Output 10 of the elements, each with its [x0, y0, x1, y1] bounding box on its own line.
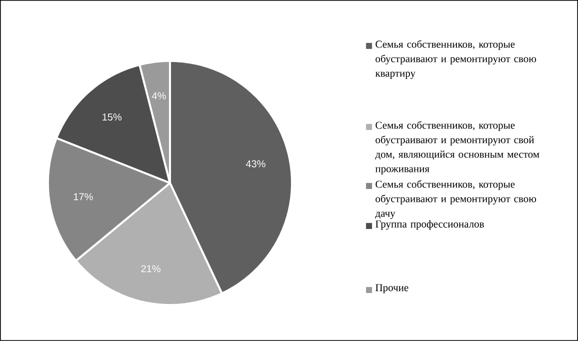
data-label: 21%: [141, 265, 160, 272]
legend-label: Прочие: [376, 284, 408, 294]
legend-label: Семья собственников, которые обустраивают и ремонтируют свою квартиру: [375, 40, 536, 79]
data-label: 15%: [102, 114, 122, 121]
legend-label: Группа профессионалов: [376, 220, 484, 230]
data-label: 17%: [74, 193, 93, 200]
data-label: 43%: [246, 160, 266, 168]
legend-label: Семья собственников, которые обустраивают и ремонтируют свой дом, являющийся основным местом проживания: [375, 121, 540, 174]
data-label: 4%: [152, 92, 166, 100]
legend-label: Семья собственников, которые обустраивают и ремонтируют свою дачу: [375, 180, 536, 219]
